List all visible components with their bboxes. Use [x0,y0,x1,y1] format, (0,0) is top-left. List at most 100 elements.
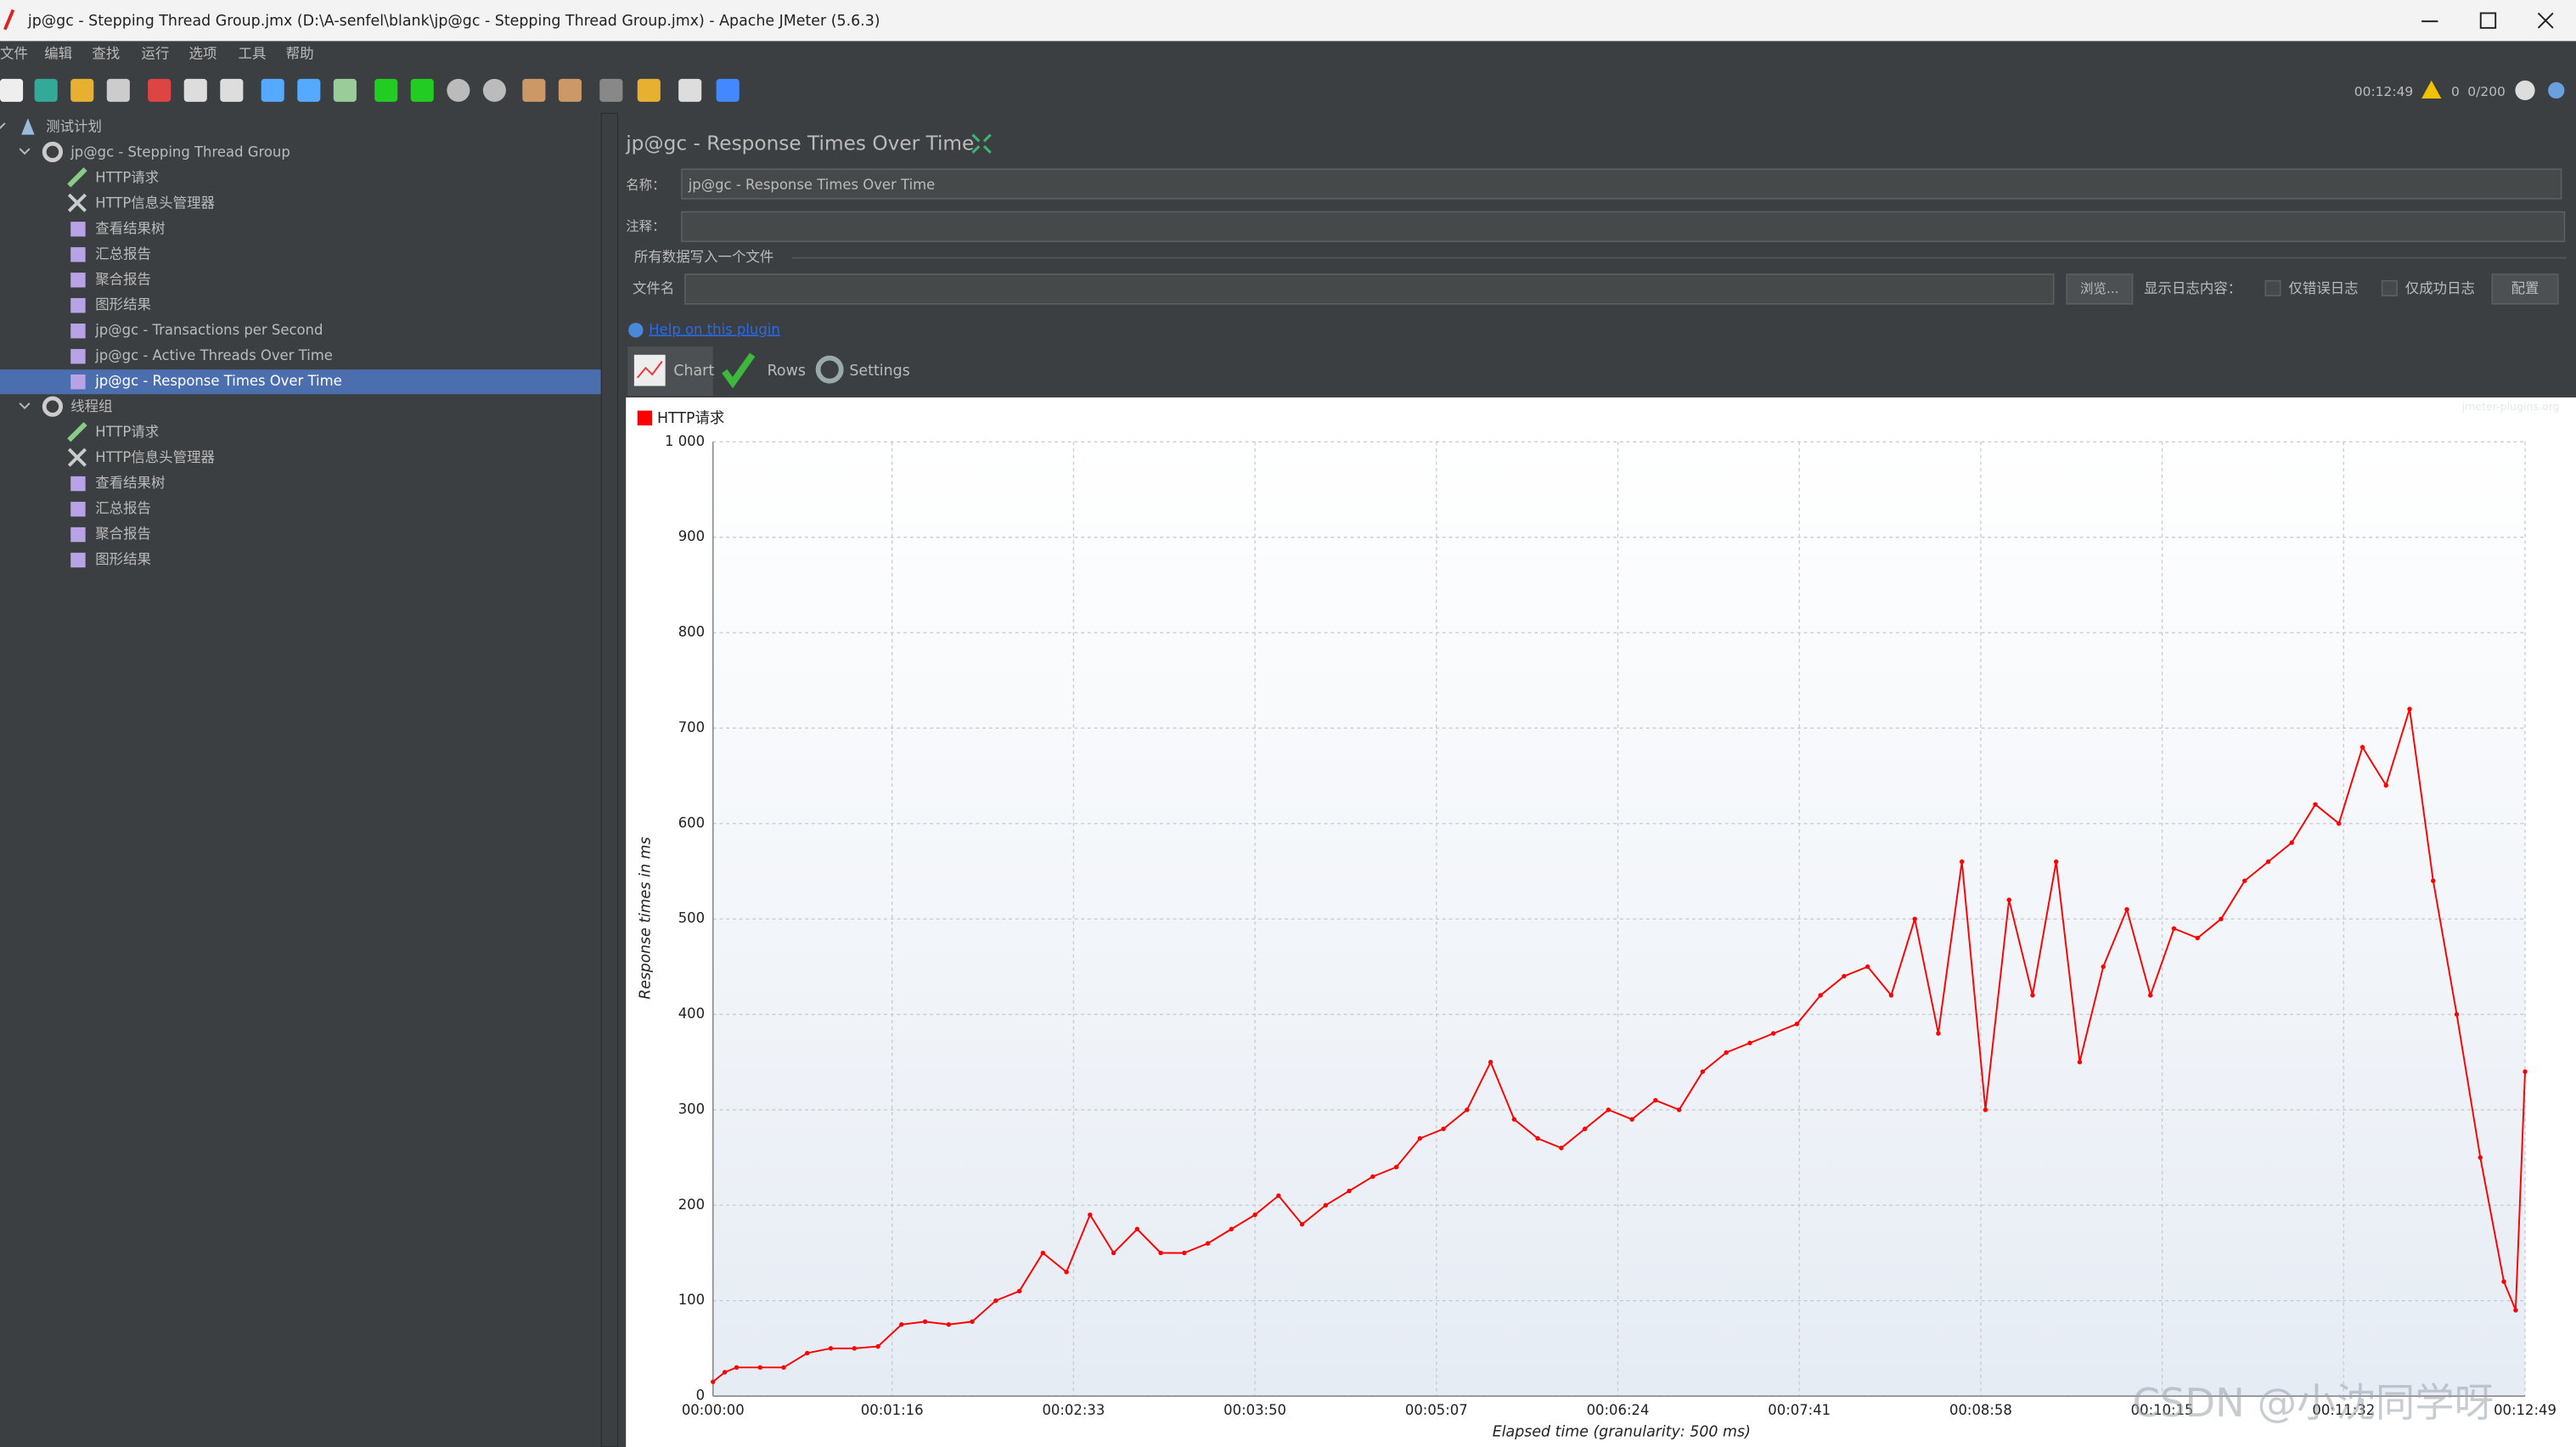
tree-node[interactable]: jp@gc - Transactions per Second [94,322,323,338]
data-point [2195,935,2200,941]
tree-node[interactable]: 聚合报告 [95,271,151,287]
data-point [1158,1250,1163,1256]
menu-item[interactable]: 文件 [0,45,28,61]
menu-bar: 文件 编辑 查找 运行 选项 工具 帮助 [0,45,314,61]
tree-node[interactable]: jp@gc - Active Threads Over Time [94,347,333,363]
tree-toggle[interactable] [19,148,31,155]
toolbar-button[interactable] [374,78,398,102]
tree-node[interactable]: jp@gc - Response Times Over Time [94,373,342,389]
menu-item[interactable]: 查找 [92,45,120,61]
data-point [2478,1155,2483,1160]
tab-rows[interactable]: Rows [768,363,806,380]
maximize-button[interactable] [2479,12,2497,29]
toolbar-button[interactable] [261,78,284,102]
toolbar-button[interactable] [447,78,470,102]
x-tick-label: 00:02:33 [1042,1402,1105,1418]
browse-button[interactable] [2066,273,2134,305]
toolbar-button[interactable] [183,78,207,102]
toolbar-button[interactable] [716,78,740,102]
toolbar-button[interactable] [0,78,24,102]
tree-node[interactable]: 测试计划 [46,118,102,134]
data-point [2523,1069,2528,1074]
toolbar-button[interactable] [220,78,244,102]
data-point [2313,802,2318,808]
data-point [852,1346,857,1351]
x-tick-label: 00:01:16 [861,1402,924,1418]
data-point [805,1350,810,1356]
tab-chart[interactable]: Chart [673,363,714,380]
tree-node[interactable]: HTTP请求 [95,169,159,185]
watermark: CSDN @小沈同学呀 [2133,1380,2494,1426]
data-point [1936,1031,1941,1036]
data-point [1441,1126,1446,1132]
data-point [1182,1250,1187,1256]
toolbar-button[interactable] [637,78,661,102]
tree-node[interactable]: 图形结果 [95,296,151,312]
tree-node[interactable]: 查看结果树 [95,220,165,236]
y-tick-label: 600 [678,814,705,830]
chart-tab-icon [633,354,666,386]
tree-node[interactable]: 图形结果 [95,551,151,567]
listener-icon [70,324,86,339]
toolbar-button[interactable] [678,78,702,102]
toolbar-button[interactable] [599,78,623,102]
toolbar-button[interactable] [482,78,506,102]
toolbar-button[interactable] [410,78,434,102]
y-tick-label: 1 000 [665,433,705,449]
toolbar-button[interactable] [522,78,546,102]
configure-button[interactable] [2491,273,2559,305]
series-line [712,708,2526,1382]
menu-item[interactable]: 编辑 [44,45,72,61]
data-point [993,1298,998,1303]
menu-item[interactable]: 运行 [141,45,169,61]
expand-icon[interactable] [971,133,992,154]
toolbar-button[interactable] [558,78,582,102]
data-point [1912,916,1917,921]
file-input[interactable] [684,273,2055,305]
toolbar-button[interactable] [70,78,94,102]
data-point [2219,916,2224,921]
success-label: 仅成功日志 [2405,280,2475,296]
tree-node[interactable]: 汇总报告 [95,245,151,262]
chart: 0 100 200 300 400 500 600 700 800 900 1 000 00:00:0… [665,433,2556,1418]
tree-node[interactable]: HTTP信息头管理器 [95,449,215,465]
tree-toggle[interactable] [0,122,6,130]
help-link[interactable]: Help on this plugin [649,321,780,337]
tree-node[interactable]: 汇总报告 [95,500,151,516]
data-point [1959,859,1965,864]
data-point [1983,1107,1988,1112]
close-button[interactable] [2537,12,2554,29]
data-point [2101,964,2106,970]
tree-node[interactable]: 线程组 [70,398,112,414]
toolbar-button[interactable] [333,78,357,102]
data-point [1700,1069,1706,1074]
listener-icon [70,273,86,288]
toolbar-button[interactable] [106,78,130,102]
toolbar-button[interactable] [297,78,321,102]
menu-item[interactable]: 工具 [239,45,267,61]
data-point [875,1343,880,1349]
tab-settings[interactable]: Settings [849,363,909,380]
success-checkbox[interactable] [2381,279,2398,296]
data-point [2030,993,2035,998]
toolbar-button[interactable] [148,78,172,102]
tree-node[interactable]: HTTP请求 [95,424,159,440]
tree-node[interactable]: HTTP信息头管理器 [95,194,215,211]
errors-checkbox[interactable] [2264,279,2281,296]
toolbar-button[interactable] [34,78,58,102]
menu-item[interactable]: 帮助 [286,45,314,61]
name-input[interactable] [681,168,2562,200]
tree-toggle[interactable] [19,403,31,410]
remote-icon[interactable] [2515,80,2535,100]
menu-item[interactable]: 选项 [189,45,217,61]
y-axis-title: Response times in ms [637,837,654,999]
error-count: 0 [2451,84,2460,99]
comment-input[interactable] [681,211,2566,243]
log-icon[interactable] [2548,82,2565,99]
splitter[interactable] [600,112,619,1447]
tree-node[interactable]: 查看结果树 [95,475,165,491]
tree-node[interactable]: jp@gc - Stepping Thread Group [70,144,290,160]
y-tick-label: 800 [678,624,705,640]
tree-node[interactable]: 聚合报告 [95,526,151,542]
toolbar-icons [0,78,740,102]
